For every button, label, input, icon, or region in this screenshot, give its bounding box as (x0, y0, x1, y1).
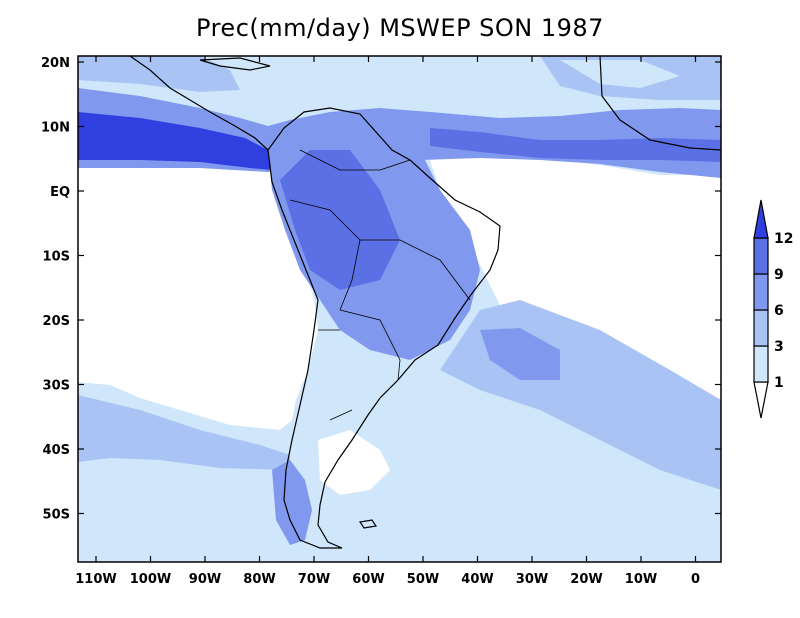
lon-tick-label: 90W (189, 572, 221, 587)
lon-tick-label: 10W (625, 572, 657, 587)
sacz-core (480, 328, 560, 380)
lat-tick-label: 30S (43, 379, 70, 394)
colorbar-label-9: 9 (774, 267, 784, 283)
lon-tick-label: 0 (691, 572, 700, 587)
north-atlantic-dry (560, 60, 680, 88)
coastlines (129, 56, 721, 549)
colorbar-label-1: 1 (774, 375, 784, 391)
lon-tick-label: 30W (516, 572, 548, 587)
lat-tick-label: 50S (43, 508, 70, 523)
map-title: Prec(mm/day) MSWEP SON 1987 (196, 14, 604, 42)
chile-coast-wet (272, 460, 312, 545)
lon-tick-label: 60W (352, 572, 384, 587)
dry-zone-pacific (78, 168, 318, 430)
colorbar: 1 3 6 9 12 (753, 199, 793, 419)
plot-frame (77, 55, 722, 563)
falklands-outline (358, 519, 378, 529)
lat-tick-label: EQ (50, 185, 70, 200)
lon-tick-label: 110W (75, 572, 116, 587)
pacific-wet-patch (78, 56, 240, 92)
central-america-coast (129, 56, 269, 151)
colorbar-segment-3-6 (753, 309, 769, 347)
dry-zone-atlantic (430, 155, 721, 400)
colorbar-label-3: 3 (774, 339, 784, 355)
colorbar-label-6: 6 (774, 303, 784, 319)
lon-tick-label: 70W (298, 572, 330, 587)
colorbar-segment-1-3 (753, 345, 769, 383)
lat-tick-label: 10N (41, 121, 70, 136)
colorbar-segment-9-12 (753, 237, 769, 275)
lon-tick-label: 100W (130, 572, 171, 587)
country-borders (289, 149, 471, 421)
south-pacific-track (78, 395, 290, 470)
map-field (78, 56, 721, 562)
colorbar-segment-below-1 (753, 381, 769, 419)
colorbar-segment-6-9 (753, 273, 769, 311)
lon-tick-label: 40W (461, 572, 493, 587)
dry-zone-patagonia (318, 430, 390, 495)
cuba-outline (199, 57, 271, 71)
lat-tick-label: 20S (43, 314, 70, 329)
itcz-atlantic-core (430, 128, 721, 162)
colorbar-label-12: 12 (774, 231, 793, 247)
lon-tick-label: 50W (407, 572, 439, 587)
colorbar-segment-above-12 (753, 199, 769, 239)
itcz-core (78, 112, 272, 170)
lat-tick-label: 40S (43, 443, 70, 458)
africa-coast (599, 56, 721, 151)
lon-tick-label: 80W (243, 572, 275, 587)
lat-tick-label: 20N (41, 56, 70, 71)
lon-ticks: 110W 100W 90W 80W 70W 60W 50W 40W 30W 20W 10W 0 (75, 56, 700, 587)
lat-tick-label: 10S (43, 250, 70, 265)
lon-tick-label: 20W (570, 572, 602, 587)
south-america-coast (267, 107, 501, 549)
lat-ticks: 20N 10N EQ 10S 20S 30S 40S 50S (41, 56, 721, 523)
